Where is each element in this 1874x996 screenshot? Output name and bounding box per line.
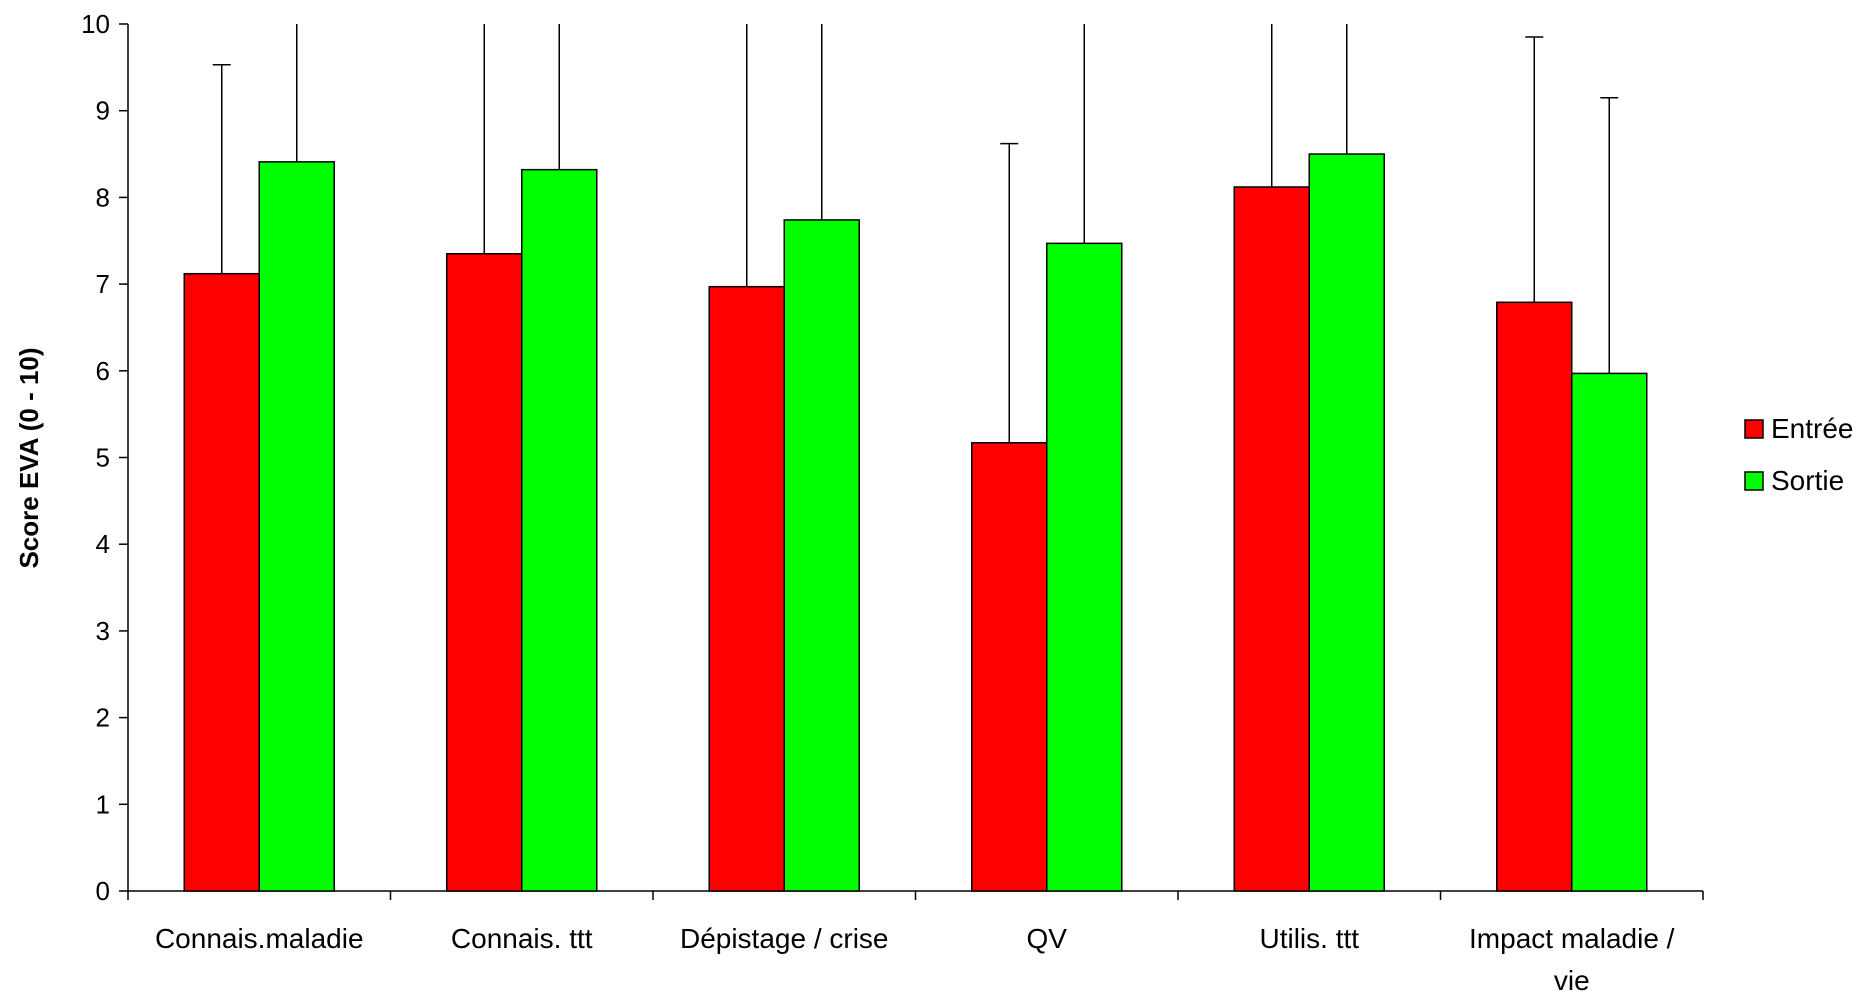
y-tick-label: 3 <box>96 616 110 646</box>
legend-swatch-sortie <box>1744 471 1764 491</box>
bar-sortie <box>1046 242 1123 892</box>
bar-sortie <box>521 168 598 892</box>
bar-sortie <box>783 219 860 892</box>
x-category-label: Impact maladie / vie <box>1469 923 1675 996</box>
bar-sortie <box>1308 153 1385 892</box>
x-category-label: Connais. ttt <box>451 923 593 954</box>
y-tick-label: 0 <box>96 876 110 906</box>
y-tick-label: 9 <box>96 96 110 126</box>
bar-entree <box>1496 301 1573 892</box>
legend: Entrée Sortie <box>1744 413 1854 496</box>
legend-label-sortie: Sortie <box>1771 465 1844 496</box>
y-tick-label: 4 <box>96 529 110 559</box>
x-category-label: QV <box>1027 923 1068 954</box>
y-tick-label: 5 <box>96 443 110 473</box>
y-tick-label: 10 <box>81 9 110 39</box>
bar-sortie <box>258 161 335 892</box>
y-tick-label: 1 <box>96 789 110 819</box>
bar-entree <box>1233 186 1310 892</box>
bar-entree <box>708 285 785 892</box>
y-tick-label: 7 <box>96 269 110 299</box>
legend-label-entree: Entrée <box>1771 413 1854 444</box>
x-category-label: Dépistage / crise <box>680 923 889 954</box>
bar-entree <box>971 442 1048 892</box>
x-category-label: Utilis. ttt <box>1259 923 1359 954</box>
y-tick-label: 6 <box>96 356 110 386</box>
y-tick-label: 2 <box>96 703 110 733</box>
plot-area: 0 1 2 3 4 5 6 7 8 9 10 Connais.maladie Connais. ttt D… <box>81 9 1704 996</box>
bar-entree <box>446 253 523 892</box>
legend-swatch-entree <box>1744 419 1764 439</box>
y-tick-label: 8 <box>96 182 110 212</box>
y-axis-label: Score EVA (0 - 10) <box>14 347 44 568</box>
bar-entree <box>183 272 260 892</box>
x-category-label: Connais.maladie <box>155 923 364 954</box>
bar-sortie <box>1571 372 1648 892</box>
